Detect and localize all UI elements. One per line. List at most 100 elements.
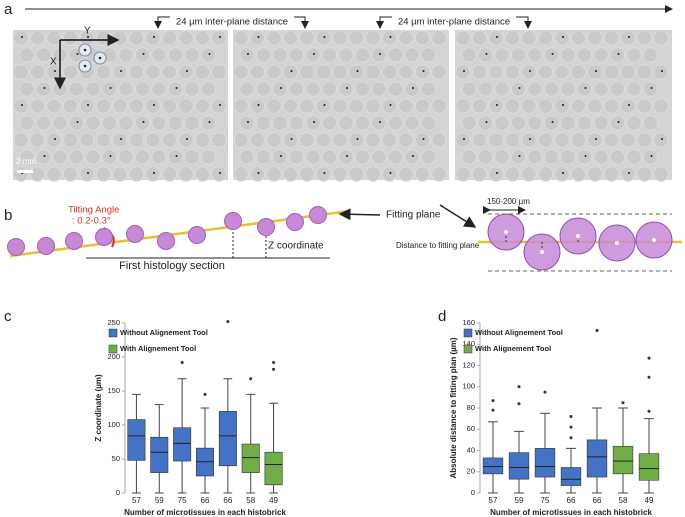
microtissue — [19, 47, 35, 63]
microtissue — [354, 115, 371, 131]
microtissue — [653, 132, 669, 148]
dot — [562, 104, 564, 106]
microtissue — [431, 64, 447, 80]
microtissue — [184, 47, 200, 63]
microtissue — [68, 115, 85, 131]
panel-label: c — [4, 308, 12, 325]
microtissue — [587, 64, 603, 80]
dot — [595, 70, 597, 72]
microtissue — [145, 132, 161, 148]
outlier — [595, 328, 599, 332]
microtissue — [112, 132, 128, 148]
dot — [518, 155, 521, 157]
microtissue — [272, 81, 288, 97]
microtissue — [134, 149, 151, 165]
microtissue — [354, 47, 371, 63]
dot — [562, 172, 564, 174]
dot — [356, 70, 359, 72]
microtissue — [29, 166, 46, 182]
dot — [153, 104, 155, 106]
microtissue — [381, 166, 398, 182]
microtissue — [211, 98, 227, 114]
microtissue — [315, 30, 332, 46]
microtissue — [35, 115, 52, 131]
microtissue — [461, 115, 477, 131]
microtissue — [332, 98, 348, 114]
microtissue — [527, 81, 543, 97]
outlier — [543, 390, 547, 394]
microtissue — [576, 115, 593, 131]
microtissue — [315, 98, 332, 114]
microtissue — [381, 132, 398, 148]
microtissue — [79, 132, 95, 148]
x-axis-label: Number of microtissues in each histobric… — [124, 508, 286, 517]
microtissue — [184, 149, 200, 165]
box — [534, 448, 556, 478]
spacing-label: 24 µm inter-plane distance — [176, 17, 288, 28]
x-tick-label: 58 — [246, 496, 255, 505]
x-tick-label: 57 — [489, 496, 498, 505]
microtissue — [19, 81, 35, 97]
microtissue — [387, 115, 404, 131]
microtissue — [543, 115, 560, 131]
y-tick-label: 20 — [467, 467, 475, 476]
center — [576, 234, 580, 238]
microtissue — [642, 149, 659, 165]
dot — [323, 104, 326, 106]
microtissue — [414, 166, 431, 182]
microtissue — [387, 47, 404, 63]
plane-arrow — [439, 204, 477, 228]
microtissue — [13, 132, 29, 148]
dot — [628, 172, 630, 174]
microtissue — [471, 64, 488, 80]
microtissue — [239, 149, 255, 165]
microtissue — [554, 98, 570, 114]
microtissue — [211, 132, 227, 148]
dot — [290, 138, 293, 140]
microtissue — [151, 81, 167, 97]
dot — [109, 155, 112, 157]
microtissue — [178, 166, 194, 182]
microtissue — [79, 98, 95, 114]
microtissue — [35, 81, 52, 97]
microtissue — [554, 166, 570, 182]
microtissue — [321, 115, 338, 131]
microtissue — [266, 30, 282, 46]
microtissue — [504, 30, 521, 46]
microtissue — [101, 149, 118, 165]
dot — [562, 36, 564, 38]
microtissue — [299, 132, 315, 148]
tilt-value: : 0.2-0.3° — [72, 216, 111, 227]
microtissue — [224, 212, 242, 230]
microtissue — [128, 132, 145, 148]
microtissue — [603, 166, 620, 182]
microtissue — [488, 132, 504, 148]
microtissue — [95, 30, 112, 46]
microtissue — [178, 64, 194, 80]
plane-label: Fitting plane — [386, 210, 441, 221]
dot — [109, 87, 112, 89]
microtissue — [570, 132, 587, 148]
y-tick-label: 120 — [462, 360, 475, 369]
y-tick-label: 140 — [462, 339, 475, 348]
microtissue — [554, 30, 570, 46]
outlier — [272, 360, 276, 364]
microtissue — [249, 64, 266, 80]
box — [560, 467, 582, 486]
microtissue — [371, 115, 387, 131]
microtissue — [348, 166, 365, 182]
microtissue — [381, 64, 398, 80]
microtissue — [255, 47, 272, 63]
microtissue — [282, 64, 299, 80]
microtissue — [626, 81, 642, 97]
dot — [219, 36, 221, 38]
dot — [175, 155, 178, 157]
microtissue — [101, 115, 118, 131]
microtissue — [560, 81, 576, 97]
dot — [208, 121, 211, 123]
dot — [153, 36, 155, 38]
microtissue — [365, 64, 381, 80]
microtissue — [194, 132, 211, 148]
dot — [257, 172, 260, 174]
outlier — [491, 408, 495, 412]
